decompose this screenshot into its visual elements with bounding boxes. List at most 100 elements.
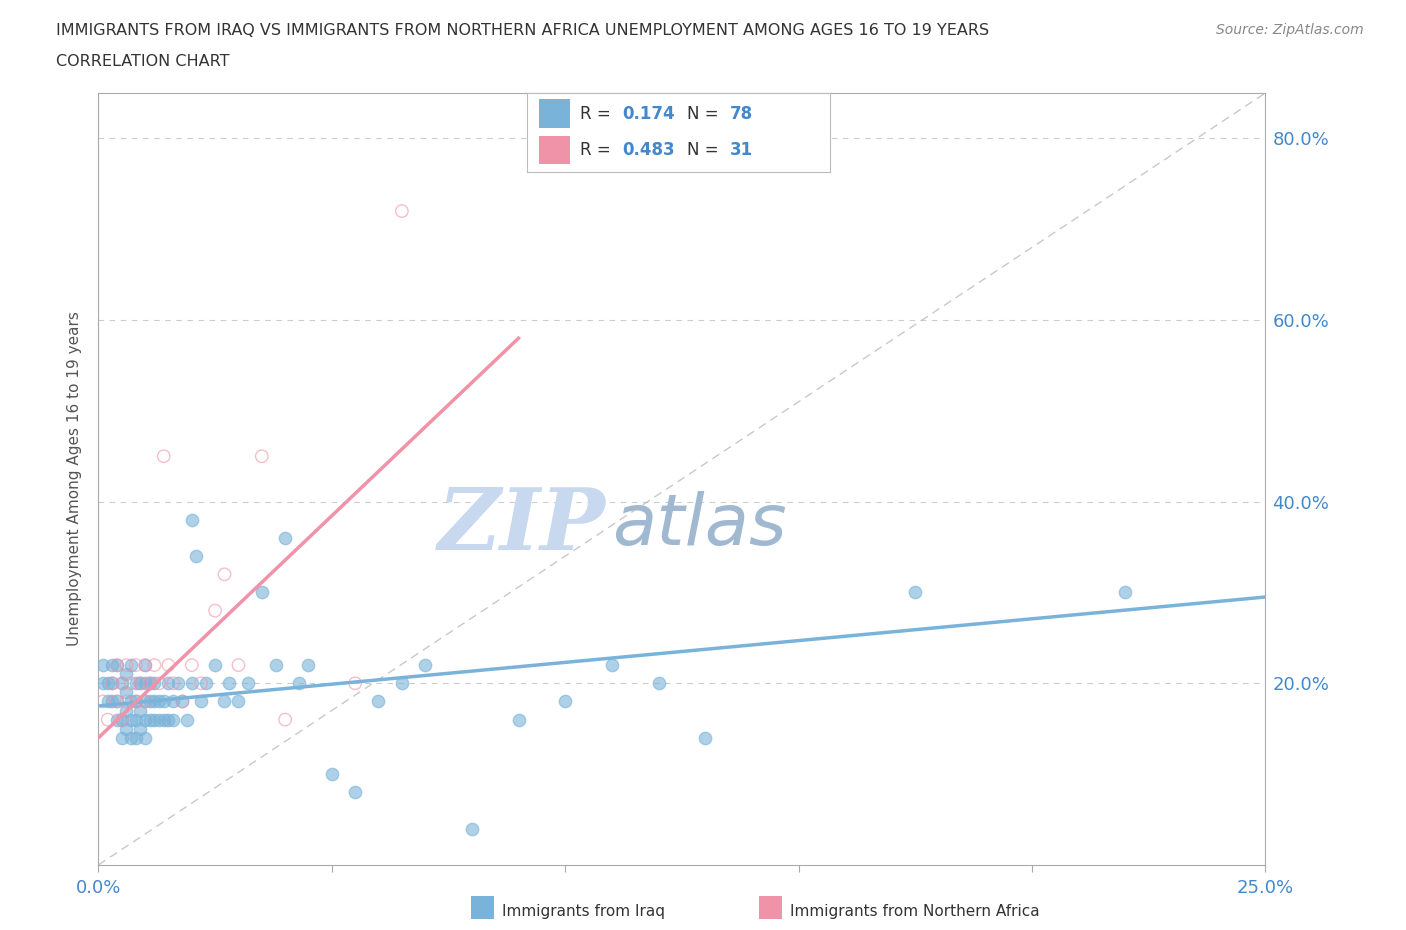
Point <box>111 712 134 727</box>
Bar <box>540 136 569 165</box>
Point <box>143 694 166 709</box>
Point <box>91 694 114 709</box>
Point <box>695 730 717 745</box>
Point <box>91 658 114 672</box>
Point <box>115 684 138 699</box>
Point <box>125 658 148 672</box>
Point <box>97 712 120 727</box>
Point <box>91 676 114 691</box>
Point <box>148 694 170 709</box>
Point <box>297 658 319 672</box>
Point <box>344 676 367 691</box>
Point <box>180 676 202 691</box>
Point <box>344 785 367 800</box>
Text: IMMIGRANTS FROM IRAQ VS IMMIGRANTS FROM NORTHERN AFRICA UNEMPLOYMENT AMONG AGES : IMMIGRANTS FROM IRAQ VS IMMIGRANTS FROM … <box>56 23 990 38</box>
Point <box>125 694 148 709</box>
Point <box>120 730 142 745</box>
Point <box>115 667 138 682</box>
Text: 78: 78 <box>730 104 752 123</box>
Point <box>143 658 166 672</box>
Bar <box>540 100 569 127</box>
Point <box>115 703 138 718</box>
Point <box>274 712 297 727</box>
Point <box>101 676 124 691</box>
Point <box>134 694 156 709</box>
Text: 0.174: 0.174 <box>623 104 675 123</box>
Point <box>129 703 152 718</box>
Point <box>139 694 162 709</box>
Point <box>190 676 212 691</box>
Point <box>236 676 259 691</box>
Point <box>218 676 240 691</box>
Point <box>134 676 156 691</box>
Point <box>105 658 128 672</box>
Point <box>101 658 124 672</box>
Point <box>129 676 152 691</box>
Point <box>134 730 156 745</box>
Point <box>391 676 413 691</box>
Point <box>139 676 162 691</box>
Point <box>115 658 138 672</box>
Point <box>194 676 217 691</box>
Point <box>228 694 250 709</box>
Point <box>134 658 156 672</box>
Text: R =: R = <box>581 104 616 123</box>
Point <box>600 658 623 672</box>
Point <box>111 730 134 745</box>
Point <box>554 694 576 709</box>
Point <box>186 549 208 564</box>
Text: 31: 31 <box>730 141 752 159</box>
Text: CORRELATION CHART: CORRELATION CHART <box>56 54 229 69</box>
Point <box>125 676 148 691</box>
Point <box>508 712 530 727</box>
Point <box>162 676 184 691</box>
Text: 0.483: 0.483 <box>623 141 675 159</box>
Point <box>120 712 142 727</box>
Point <box>129 676 152 691</box>
Point <box>148 676 170 691</box>
Point <box>152 449 174 464</box>
Point <box>157 658 180 672</box>
Point <box>172 694 194 709</box>
Point <box>904 585 927 600</box>
Point <box>134 694 156 709</box>
Point <box>321 766 343 781</box>
Point <box>214 567 236 582</box>
Point <box>172 694 194 709</box>
Text: N =: N = <box>688 141 724 159</box>
Point <box>264 658 287 672</box>
Point <box>204 604 226 618</box>
Point <box>97 676 120 691</box>
Y-axis label: Unemployment Among Ages 16 to 19 years: Unemployment Among Ages 16 to 19 years <box>67 312 83 646</box>
Point <box>180 512 202 527</box>
Point <box>134 712 156 727</box>
Point <box>115 694 138 709</box>
Point <box>162 712 184 727</box>
Point <box>139 676 162 691</box>
Point <box>125 694 148 709</box>
Point <box>143 712 166 727</box>
Text: atlas: atlas <box>612 491 786 560</box>
Point <box>125 730 148 745</box>
Text: Source: ZipAtlas.com: Source: ZipAtlas.com <box>1216 23 1364 37</box>
Point <box>134 658 156 672</box>
Point <box>647 676 669 691</box>
Point <box>250 585 273 600</box>
Point <box>176 712 198 727</box>
Text: ZIP: ZIP <box>439 484 606 567</box>
Point <box>105 694 128 709</box>
Point <box>120 694 142 709</box>
Text: Immigrants from Northern Africa: Immigrants from Northern Africa <box>790 904 1040 919</box>
Point <box>105 694 128 709</box>
Point <box>105 658 128 672</box>
Point <box>288 676 311 691</box>
Text: R =: R = <box>581 141 616 159</box>
Point <box>152 694 174 709</box>
Point <box>180 658 202 672</box>
Point <box>461 821 484 836</box>
Text: N =: N = <box>688 104 724 123</box>
Point <box>143 676 166 691</box>
Point <box>204 658 226 672</box>
Point <box>120 658 142 672</box>
Point <box>166 676 188 691</box>
